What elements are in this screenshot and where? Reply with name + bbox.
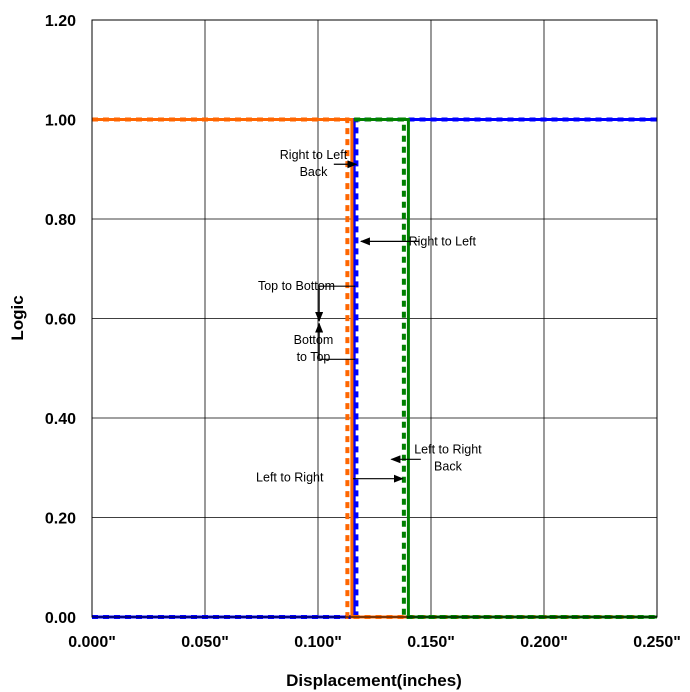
annotation-label: Right to Left: [280, 148, 348, 162]
annotation-label: Back: [300, 165, 329, 179]
x-tick-label: 0.000": [68, 634, 116, 651]
x-tick-label: 0.050": [181, 634, 229, 651]
y-tick-label: 1.00: [45, 113, 76, 130]
annotation-label: Bottom: [294, 333, 334, 347]
annotation-label: Left to Right: [414, 442, 482, 456]
x-tick-label: 0.200": [520, 634, 568, 651]
y-tick-label: 1.20: [45, 13, 76, 30]
annotation-label: Back: [434, 459, 463, 473]
annotations: Right to Left Back Right to Left Top to Bot…: [256, 148, 482, 485]
annotation-label: Left to Right: [256, 471, 324, 485]
x-axis-title: Displacement(inches): [286, 671, 462, 690]
y-tick-label: 0.00: [45, 610, 76, 627]
annotation-label: Top to Bottom: [258, 279, 335, 293]
x-tick-label: 0.150": [407, 634, 455, 651]
x-tick-label: 0.250": [633, 634, 681, 651]
y-tick-label: 0.40: [45, 411, 76, 428]
annotation-label: Right to Left: [409, 234, 477, 248]
y-tick-label: 0.60: [45, 312, 76, 329]
x-tick-label: 0.100": [294, 634, 342, 651]
y-tick-label: 0.20: [45, 511, 76, 528]
annotation-label: to Top: [297, 350, 331, 364]
y-tick-label: 0.80: [45, 212, 76, 229]
y-axis-title: Logic: [8, 295, 27, 340]
plot-border: [91, 19, 658, 618]
tick-labels: 0.000" 0.050" 0.100" 0.150" 0.200" 0.250" 0.00…: [45, 13, 681, 651]
